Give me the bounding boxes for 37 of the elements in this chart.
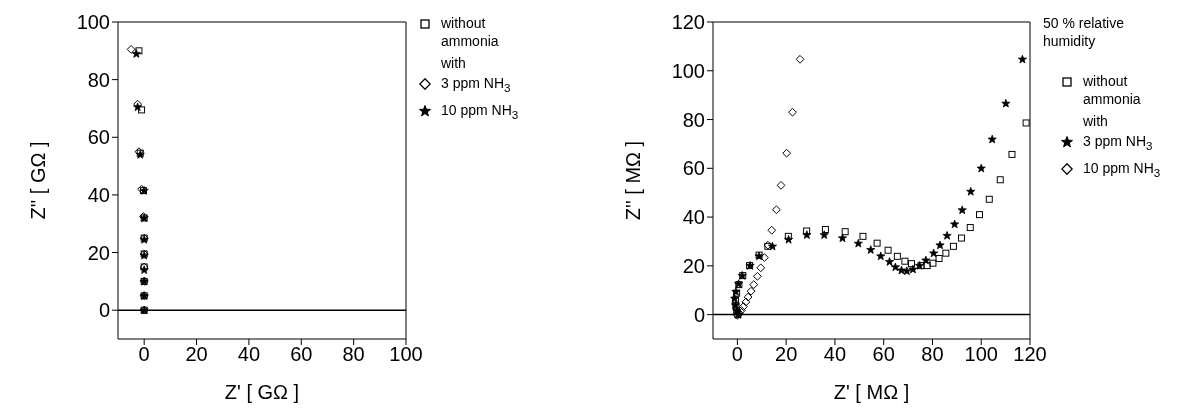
x-tick-label: 100 [389, 343, 423, 366]
x-tick-label: 80 [921, 343, 944, 366]
x-axis-title: Z' [ MΩ ] [833, 381, 910, 403]
y-tick-label: 100 [76, 11, 110, 34]
x-tick-label: 20 [185, 343, 208, 366]
y-tick-label: 60 [682, 157, 705, 180]
y-axis-title: Z'' [ MΩ ] [622, 140, 645, 221]
y-tick-label: 0 [693, 303, 705, 326]
x-tick-label: 40 [823, 343, 847, 366]
x-tick-label: 40 [237, 343, 261, 366]
text: with [1083, 112, 1109, 130]
y-tick-label: 120 [671, 11, 705, 34]
x-tick-label: 100 [964, 343, 998, 366]
y-tick-label: 0 [98, 299, 110, 322]
x-tick-label: 60 [872, 343, 895, 366]
legend-label: 3 ppm NH$_{3}$ [1083, 132, 1154, 154]
legend-title: 50 % relative humidity [1043, 14, 1125, 50]
y-tick-label: 80 [87, 68, 110, 91]
y-tick-label: 60 [87, 126, 110, 149]
legend-label: 3 ppm NH$_{3}$ [441, 74, 512, 96]
x-tick-label: 60 [290, 343, 313, 366]
y-tick-label: 20 [682, 254, 705, 277]
x-axis-title: Z' [ GΩ ] [224, 381, 300, 403]
y-tick-label: 80 [682, 108, 705, 131]
text: with [441, 54, 467, 72]
x-tick-label: 80 [342, 343, 365, 366]
y-tick-label: 20 [87, 241, 110, 264]
y-axis-title: Z'' [ GΩ ] [27, 141, 50, 220]
x-tick-label: 20 [775, 343, 798, 366]
x-tick-label: 0 [731, 343, 743, 366]
legend-label: 10 ppm NH$_{3}$ [441, 100, 520, 123]
y-tick-label: 100 [671, 59, 705, 82]
x-tick-label: 0 [138, 343, 150, 366]
legend-label: 10 ppm NH$_{3}$ [1083, 158, 1162, 181]
y-tick-label: 40 [682, 206, 705, 229]
x-tick-label: 120 [1013, 343, 1047, 366]
y-tick-label: 40 [87, 184, 110, 207]
